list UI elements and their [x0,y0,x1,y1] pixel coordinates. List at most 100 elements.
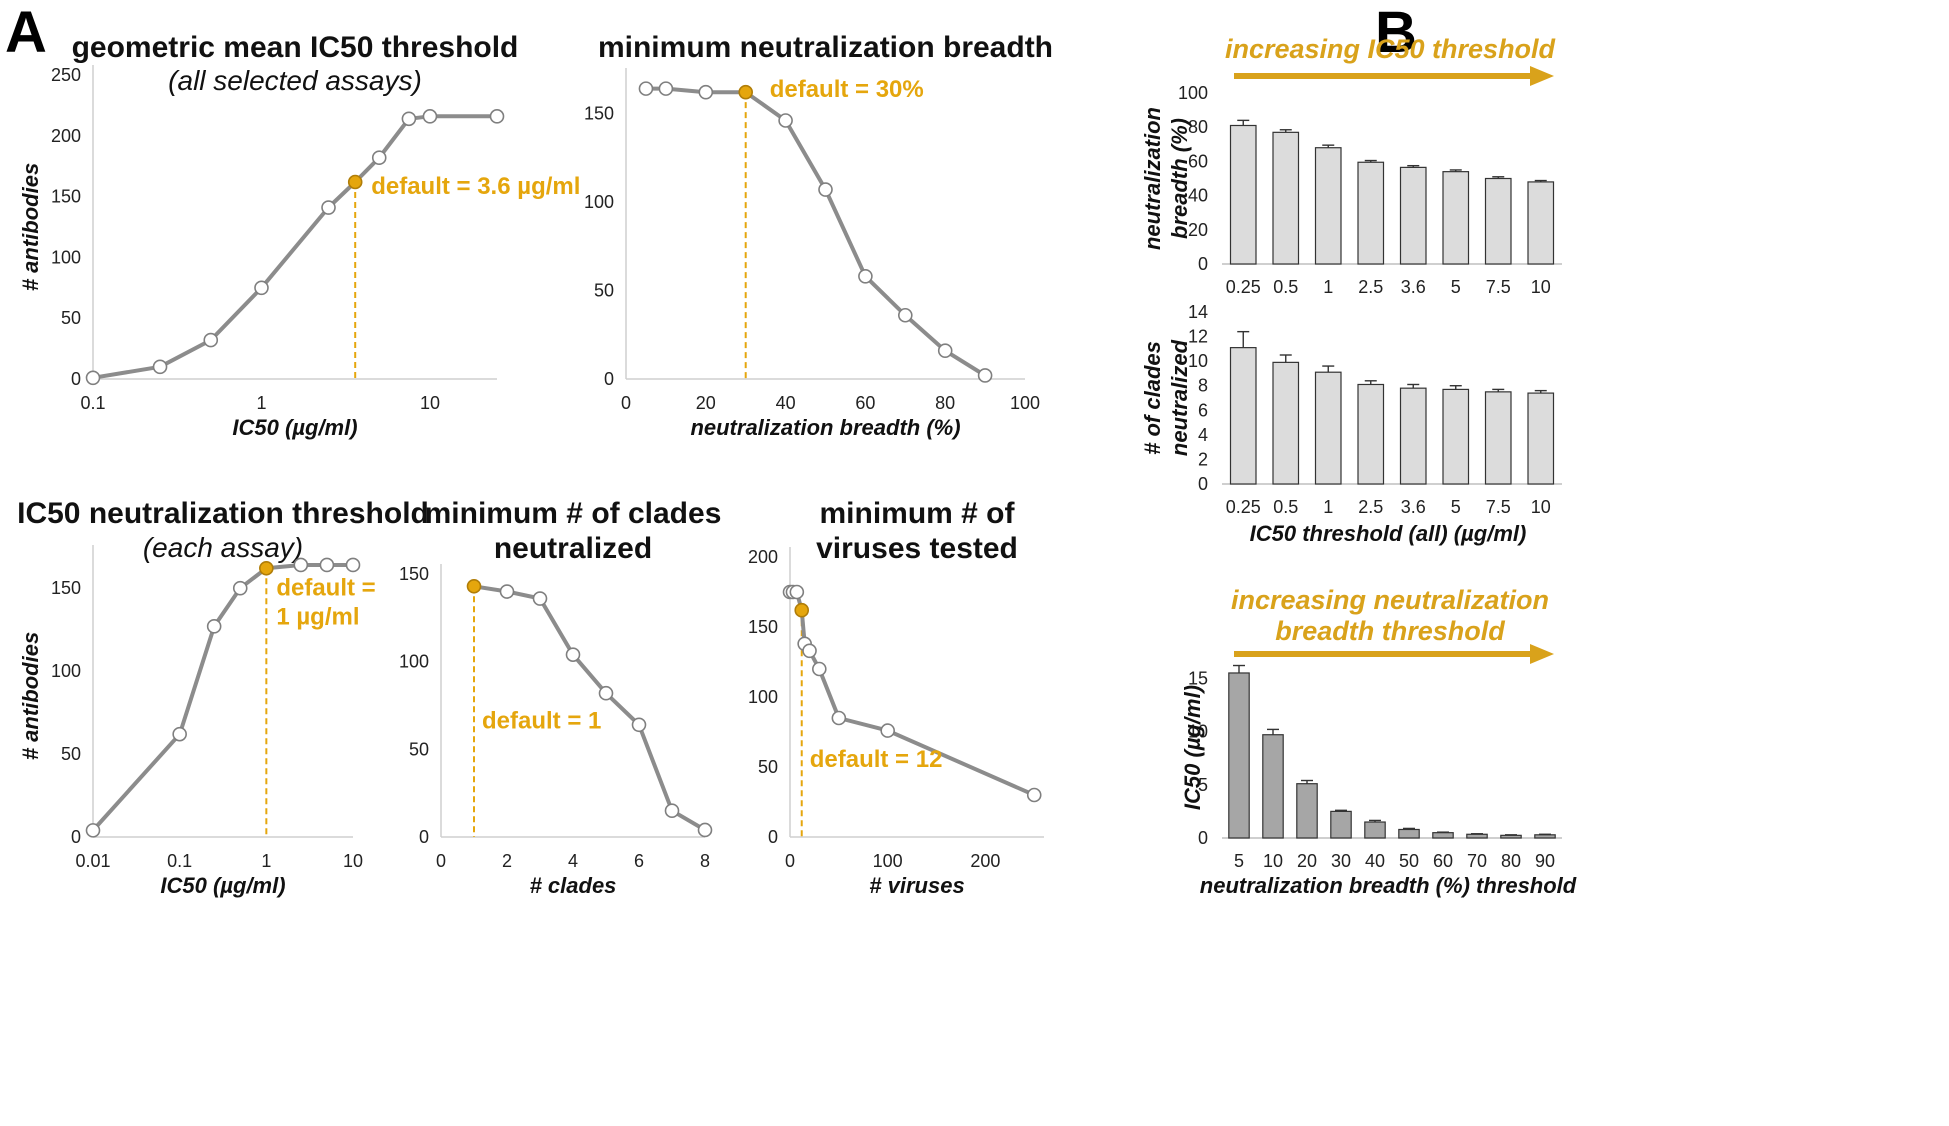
panel-label-a: A [5,0,47,65]
x-tick-label: 4 [568,851,578,871]
x-tick-label: 0.5 [1273,277,1298,297]
data-point [565,647,581,662]
y-tick-label: 60 [1188,151,1208,171]
default-data-point [259,560,274,576]
y-tick-label: 6 [1198,400,1208,420]
default-label-line: default = [276,574,375,601]
x-tick-label: 6 [634,851,644,871]
bar [1229,347,1257,485]
y-tick-label: 0 [768,827,778,847]
x-tick-label: 50 [1399,851,1419,871]
y-tick-label: 10 [1188,351,1208,371]
bar [1484,391,1512,485]
y-tick-label: 100 [1178,83,1208,103]
y-tick-label: 4 [1198,425,1208,445]
bar [1357,383,1385,485]
y-axis-label: # antibodies [18,632,43,760]
y-tick-label: 100 [399,652,429,672]
y-tick-label: 200 [51,126,81,146]
x-tick-label: 100 [873,851,903,871]
y-tick-label: 50 [61,308,81,328]
y-axis-label-line: neutralization [1140,107,1165,250]
y-tick-label: 200 [748,547,778,567]
y-axis-label-line: neutralized [1167,339,1192,456]
x-tick-label: 3.6 [1401,497,1426,517]
chart-title-line: viruses tested [816,532,1018,565]
default-data-point [738,84,754,100]
bar [1527,392,1555,485]
y-tick-label: 50 [61,744,81,764]
default-label: default = 1 [482,707,601,734]
bar [1466,833,1488,839]
arrow-label-line: increasing neutralization [1231,585,1549,615]
x-axis-label: neutralization breadth (%) [690,415,960,440]
bar [1272,361,1300,485]
x-axis-label: # viruses [869,873,964,898]
bar [1442,388,1470,485]
data-point [254,280,269,296]
data-point [489,109,505,124]
bar [1534,834,1556,839]
chart-title: IC50 neutralization threshold [17,497,429,530]
bar [1500,834,1522,839]
x-tick-label: 20 [696,393,716,413]
y-tick-label: 12 [1188,327,1208,347]
x-tick-label: 80 [935,393,955,413]
default-data-point [347,174,363,190]
data-point [532,591,548,606]
y-tick-label: 100 [51,247,81,267]
default-label-line: 1 µg/ml [276,603,359,630]
y-tick-label: 150 [51,578,81,598]
x-tick-label: 10 [1531,497,1551,517]
y-tick-label: 20 [1188,220,1208,240]
y-tick-label: 5 [1198,775,1208,795]
data-point [638,81,654,96]
y-axis-label: IC50 (µg/ml) [1180,685,1205,810]
plots-layer: geometric mean IC50 threshold(all select… [17,31,1577,898]
x-tick-label: 200 [970,851,1000,871]
y-tick-label: 0 [1198,254,1208,274]
bar [1432,832,1454,839]
data-point [319,557,335,573]
x-tick-label: 0.1 [167,851,192,871]
chart-subtitle: (all selected assays) [168,65,422,96]
x-tick-label: 40 [1365,851,1385,871]
chart-title-line: minimum # of [819,497,1015,530]
bar [1399,387,1427,485]
x-tick-label: 10 [420,393,440,413]
y-axis-label: # antibodies [18,163,43,291]
y-tick-label: 40 [1188,186,1208,206]
x-tick-label: 1 [261,851,271,871]
data-point [203,332,219,348]
arrow-label: increasing IC50 threshold [1225,34,1556,64]
y-tick-label: 80 [1188,117,1208,137]
y-axis-label-line: # of clades [1140,341,1165,455]
data-point [697,822,713,838]
bar [1229,124,1257,265]
x-tick-label: 1 [1323,497,1333,517]
data-point [831,710,847,726]
x-tick-label: 5 [1451,277,1461,297]
x-axis-label: # clades [530,873,617,898]
x-tick-label: 1 [1323,277,1333,297]
data-point [206,619,222,634]
x-axis-label: neutralization breadth (%) threshold [1200,873,1577,898]
y-tick-label: 250 [51,65,81,85]
series-line [92,114,497,380]
bar [1399,166,1427,265]
default-data-point [794,602,810,618]
x-tick-label: 10 [1531,277,1551,297]
x-tick-label: 20 [1297,851,1317,871]
y-tick-label: 150 [399,564,429,584]
x-tick-label: 80 [1501,851,1521,871]
data-point [858,269,873,284]
y-tick-label: 100 [584,192,614,212]
bar [1314,371,1342,485]
x-tick-label: 0.01 [75,851,110,871]
x-axis-label: IC50 (µg/ml) [232,415,357,440]
bar [1398,828,1420,839]
data-point [658,81,674,96]
chart-b2: 0 2 4 6 8 10 12 14 0.25 0.5 1 2.5 3.6 5 7.5 10 # of clad… [1140,302,1562,546]
data-point [85,823,101,838]
x-tick-label: 100 [1010,393,1040,413]
